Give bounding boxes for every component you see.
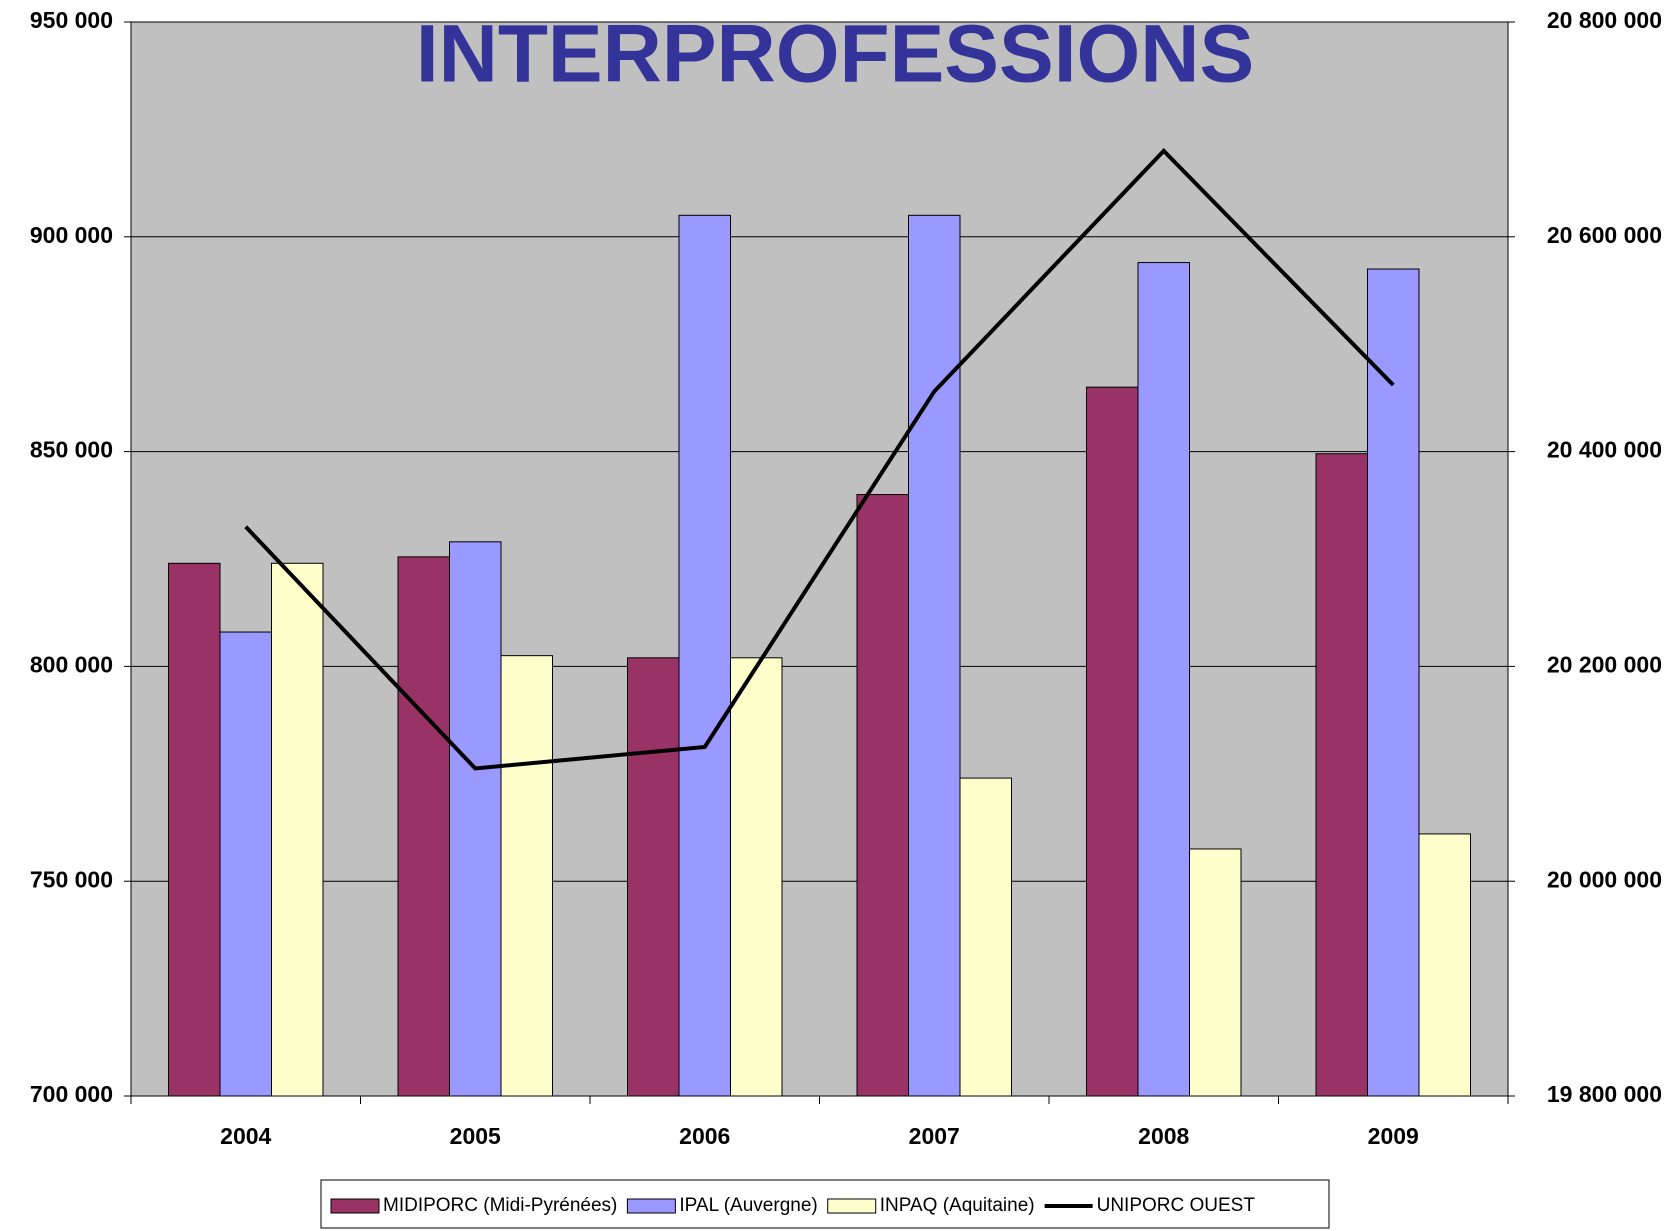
- y-tick-label: 900 000: [30, 222, 113, 248]
- x-tick-label: 2008: [1138, 1123, 1189, 1149]
- chart-title: INTERPROFESSIONS: [416, 9, 1254, 100]
- y2-tick-label: 20 200 000: [1547, 651, 1662, 677]
- x-tick-label: 2007: [909, 1123, 960, 1149]
- legend-box: [320, 1179, 1330, 1229]
- x-tick-label: 2004: [220, 1123, 271, 1149]
- bar: [1086, 386, 1139, 1097]
- bar: [1418, 833, 1471, 1097]
- x-tick-label: 2009: [1368, 1123, 1419, 1149]
- x-tick-label: 2005: [450, 1123, 501, 1149]
- y2-tick-label: 20 400 000: [1547, 437, 1662, 463]
- y2-tick-label: 20 000 000: [1547, 866, 1662, 892]
- bar: [856, 494, 909, 1097]
- bar: [397, 556, 450, 1097]
- y-tick-label: 950 000: [30, 7, 113, 33]
- legend-swatch: [827, 1198, 877, 1214]
- y-tick-label: 800 000: [30, 651, 113, 677]
- y-tick-label: 750 000: [30, 866, 113, 892]
- y2-tick-label: 20 800 000: [1547, 7, 1662, 33]
- bar: [271, 562, 324, 1097]
- legend-label: IPAL (Auvergne): [679, 1195, 817, 1216]
- bar: [1367, 268, 1420, 1097]
- bar: [500, 655, 553, 1097]
- legend-label: MIDIPORC (Midi-Pyrénées): [383, 1195, 617, 1216]
- legend-label: INPAQ (Aquitaine): [880, 1195, 1035, 1216]
- bar: [1137, 262, 1190, 1097]
- y2-tick-label: 19 800 000: [1547, 1081, 1662, 1107]
- plot-area: [130, 21, 1509, 1097]
- bar: [627, 657, 680, 1097]
- bar: [730, 657, 783, 1097]
- bar: [449, 541, 502, 1097]
- y2-tick-label: 20 600 000: [1547, 222, 1662, 248]
- bar: [908, 214, 961, 1097]
- y-tick-label: 700 000: [30, 1081, 113, 1107]
- line: [244, 148, 1395, 771]
- legend-swatch: [626, 1198, 676, 1214]
- bar: [678, 214, 731, 1097]
- y-tick-label: 850 000: [30, 437, 113, 463]
- legend-label: UNIPORC OUEST: [1097, 1195, 1256, 1216]
- bar: [168, 562, 221, 1097]
- legend-swatch: [330, 1198, 380, 1214]
- x-tick-label: 2006: [679, 1123, 730, 1149]
- bar: [219, 631, 272, 1097]
- bar: [1189, 848, 1242, 1097]
- bar: [959, 777, 1012, 1097]
- bar: [1315, 453, 1368, 1097]
